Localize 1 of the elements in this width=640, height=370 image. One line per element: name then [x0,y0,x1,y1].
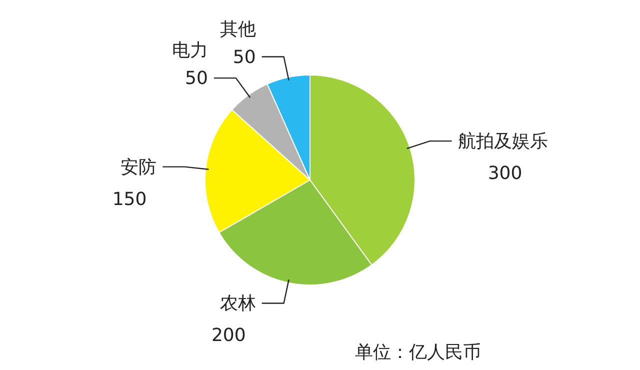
annotation: 单位：亿人民币 [355,342,481,363]
